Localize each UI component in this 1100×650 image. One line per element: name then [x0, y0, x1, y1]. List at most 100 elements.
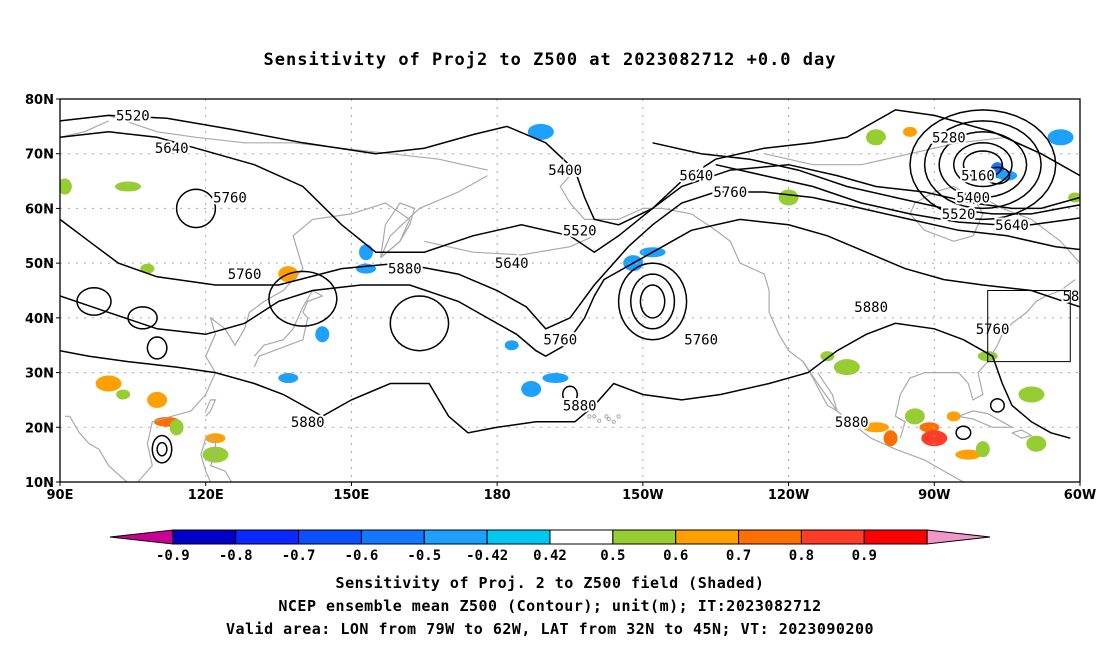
colorbar-swatch	[423, 529, 488, 545]
closed-contour	[955, 425, 972, 441]
contour-label: 5280	[932, 130, 966, 146]
colorbar-swatch	[235, 529, 300, 545]
sensitivity-patch	[147, 391, 168, 408]
lon-tick-label: 60W	[1064, 488, 1096, 503]
closed-contour	[984, 166, 1011, 185]
contour-label: 5760	[976, 322, 1010, 338]
colorbar-swatch	[863, 529, 928, 545]
colorbar-label: 0.9	[852, 548, 877, 564]
lat-lon-grid	[60, 99, 1080, 482]
lat-tick-label: 40N	[25, 312, 54, 327]
plot-frame	[59, 98, 1081, 483]
contour-label: 5520	[942, 207, 976, 223]
island-outline	[616, 414, 621, 419]
colorbar-label: -0.9	[156, 548, 190, 564]
island-outline	[587, 414, 592, 419]
sensitivity-patch	[883, 430, 898, 447]
coastline	[802, 361, 838, 412]
coastline	[253, 289, 324, 368]
contour-label: 5880	[835, 415, 869, 431]
closed-contour	[389, 295, 450, 352]
figure-title: Sensitivity of Proj2 to Z500 at 20230827…	[263, 50, 837, 70]
lat-tick-label: 80N	[25, 93, 54, 108]
closed-contour	[617, 262, 688, 341]
colorbar-label: 0.6	[663, 548, 688, 564]
coastline	[1079, 207, 1080, 209]
contour-label: 5760	[684, 333, 718, 349]
island-outline	[606, 416, 611, 422]
lon-tick-label: 90W	[918, 488, 950, 503]
sensitivity-patch	[140, 263, 155, 274]
closed-contour	[146, 336, 168, 360]
lat-tick-label: 70N	[25, 148, 54, 163]
closed-contour	[639, 284, 666, 319]
contour-label: 5400	[956, 190, 990, 206]
colorbar-swatch	[738, 529, 802, 545]
coastline	[764, 136, 1008, 166]
colorbar-label: 0.7	[726, 548, 751, 564]
closed-contour	[989, 398, 1005, 413]
colorbar-label: 0.8	[789, 548, 814, 564]
sensitivity-patch	[921, 430, 948, 447]
sensitivity-patch	[919, 422, 940, 433]
sensitivity-patch	[169, 419, 184, 436]
closed-contour	[175, 188, 217, 229]
valid-area-rect	[987, 290, 1071, 363]
colorbar-label: -0.7	[282, 548, 316, 564]
sensitivity-patch	[1019, 422, 1034, 433]
colorbar-label: -0.42	[466, 548, 508, 564]
island-outline	[592, 414, 597, 419]
lat-tick-label: 10N	[25, 476, 54, 491]
colorbar-swatch	[360, 529, 425, 545]
contour-label: 5520	[116, 108, 150, 124]
colorbar-label: -0.5	[407, 548, 441, 564]
closed-contour	[923, 120, 1042, 210]
lon-tick-label: 120E	[188, 488, 224, 503]
colorbar-swatch	[172, 529, 237, 545]
sensitivity-patch	[1026, 435, 1047, 452]
contour-label: 5640	[995, 218, 1029, 234]
closed-contour	[76, 287, 112, 316]
z500-contour	[652, 142, 1080, 215]
colorbar-label: -0.6	[345, 548, 379, 564]
sensitivity-patch	[1018, 386, 1045, 403]
sensitivity-patch	[904, 408, 925, 425]
sensitivity-patch	[946, 411, 961, 422]
lat-tick-label: 50N	[25, 257, 54, 272]
lat-tick-label: 30N	[25, 367, 54, 382]
colorbar-swatch	[109, 529, 174, 545]
colorbar-label: 0.5	[600, 548, 625, 564]
closed-contour	[561, 385, 579, 404]
colorbar-label: -0.8	[219, 548, 253, 564]
sensitivity-patch	[1096, 455, 1100, 465]
z500-contour	[60, 191, 1080, 330]
colorbar-swatch	[298, 529, 362, 545]
sensitivity-patch	[866, 129, 886, 146]
z500-contour	[60, 218, 1080, 358]
closed-contour	[962, 150, 1004, 180]
sensitivity-patch	[833, 359, 860, 376]
island-outline	[611, 419, 616, 424]
valid-area-box	[987, 290, 1071, 363]
colorbar-swatch	[926, 529, 991, 545]
contour-label: 5760	[228, 267, 262, 283]
sensitivity-patch	[955, 449, 982, 460]
coastline	[60, 120, 109, 138]
z500-contour	[60, 131, 1080, 254]
closed-contour	[909, 109, 1057, 221]
closed-contour	[938, 131, 1028, 199]
lon-tick-label: 150W	[622, 488, 663, 503]
sensitivity-patch	[116, 389, 131, 400]
colorbar-swatch	[486, 529, 551, 545]
contour-label: 5160	[961, 169, 995, 185]
contour-label: 5640	[155, 141, 189, 157]
contour-label: 5760	[713, 185, 747, 201]
sensitivity-patch	[504, 340, 519, 351]
coastline	[559, 175, 965, 482]
sensitivity-patch	[95, 375, 122, 392]
sensitivity-patch	[975, 441, 990, 458]
sensitivity-patch	[1047, 129, 1074, 146]
island-outline	[604, 414, 609, 419]
